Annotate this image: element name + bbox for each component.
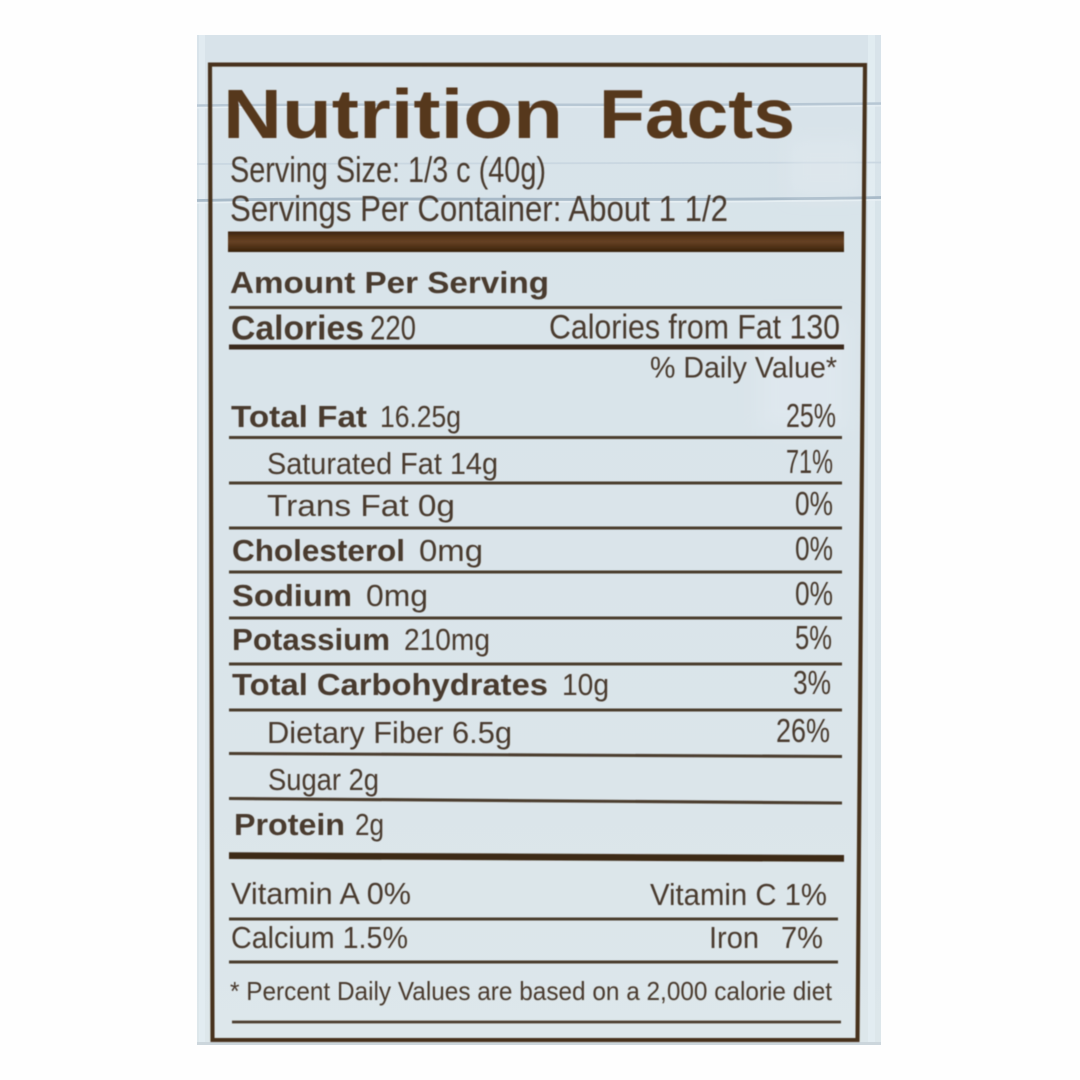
- svg-text:Serving Size: 1/3 c (40g): Serving Size: 1/3 c (40g): [230, 149, 546, 190]
- svg-text:Total Fat: Total Fat: [231, 399, 367, 434]
- svg-text:0%: 0%: [795, 530, 833, 567]
- svg-text:Saturated Fat 14g: Saturated Fat 14g: [267, 446, 498, 481]
- svg-text:Dietary Fiber 6.5g: Dietary Fiber 6.5g: [267, 715, 512, 750]
- svg-text:26%: 26%: [776, 712, 830, 749]
- svg-text:Total Carbohydrates: Total Carbohydrates: [232, 667, 548, 702]
- svg-text:3%: 3%: [793, 664, 831, 701]
- svg-text:Amount Per Serving: Amount Per Serving: [230, 265, 549, 300]
- svg-text:0%: 0%: [795, 485, 833, 522]
- svg-text:0mg: 0mg: [366, 578, 428, 613]
- svg-text:0mg: 0mg: [419, 533, 483, 568]
- svg-text:Vitamin A 0%: Vitamin A 0%: [231, 876, 411, 911]
- svg-text:Servings Per Container: About: Servings Per Container: About 1 1/2: [230, 188, 728, 229]
- svg-text:Trans Fat 0g: Trans Fat 0g: [267, 488, 455, 523]
- svg-text:Calories: Calories: [231, 310, 364, 348]
- svg-text:220: 220: [370, 310, 416, 348]
- svg-text:Cholesterol: Cholesterol: [232, 533, 405, 568]
- svg-text:Potassium: Potassium: [232, 622, 390, 657]
- svg-text:Calcium 1.5%: Calcium 1.5%: [231, 920, 408, 955]
- svg-text:5%: 5%: [795, 619, 832, 656]
- svg-text:Facts: Facts: [599, 75, 795, 153]
- svg-text:71%: 71%: [786, 443, 833, 480]
- svg-text:7%: 7%: [781, 920, 823, 955]
- svg-text:Sugar 2g: Sugar 2g: [268, 762, 379, 797]
- svg-text:0%: 0%: [795, 575, 833, 612]
- svg-text:10g: 10g: [562, 667, 609, 702]
- svg-text:Nutrition: Nutrition: [223, 75, 563, 153]
- svg-text:* Percent Daily Values are bas: * Percent Daily Values are based on a 2,…: [230, 976, 833, 1006]
- svg-text:Calories from Fat 130: Calories from Fat 130: [549, 309, 840, 347]
- svg-text:Sodium: Sodium: [232, 578, 352, 613]
- svg-text:25%: 25%: [786, 397, 836, 434]
- svg-text:16.25g: 16.25g: [380, 399, 461, 434]
- svg-text:2g: 2g: [355, 807, 384, 842]
- svg-text:210mg: 210mg: [404, 622, 490, 657]
- svg-text:Iron: Iron: [709, 920, 759, 955]
- svg-text:Vitamin C 1%: Vitamin C 1%: [650, 877, 827, 912]
- svg-text:Protein: Protein: [234, 807, 345, 842]
- svg-text:% Daily Value*: % Daily Value*: [650, 352, 837, 385]
